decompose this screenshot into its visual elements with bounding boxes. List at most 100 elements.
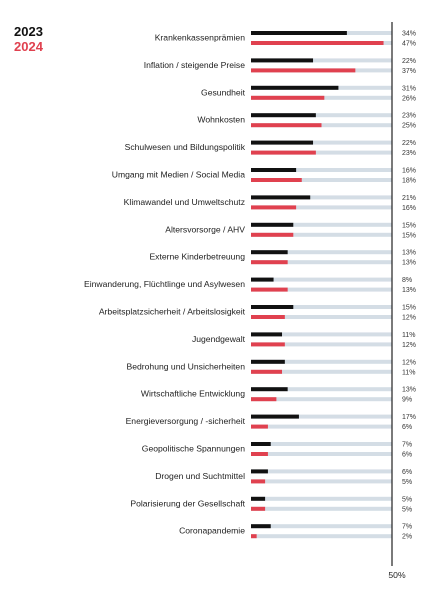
bar-2024	[251, 342, 285, 347]
bar-2023	[251, 31, 347, 35]
value-label-2023: 17%	[402, 414, 416, 421]
value-label-2024: 23%	[402, 150, 416, 157]
bar-track	[251, 479, 392, 484]
bar-track	[251, 534, 392, 539]
bar-2024	[251, 95, 325, 100]
bar-2024	[251, 452, 268, 456]
bar-2024	[251, 506, 266, 511]
bar-track	[251, 342, 392, 347]
bar-2024	[251, 424, 268, 429]
value-label-2023: 16%	[402, 168, 416, 175]
value-label-2023: 12%	[402, 359, 416, 366]
bar-track	[251, 452, 392, 456]
bar-2024	[251, 232, 294, 237]
category-label: Altersvorsorge / AHV	[165, 224, 245, 234]
bar-track	[251, 524, 392, 529]
value-label-2023: 7%	[402, 442, 412, 449]
category-label: Schulwesen und Bildungspolitik	[125, 142, 246, 152]
bar-track	[251, 222, 392, 227]
bar-track	[251, 305, 392, 309]
bar-track	[251, 424, 392, 429]
bar-2023	[251, 222, 294, 227]
bar-track	[251, 178, 392, 182]
category-label: Klimawandel und Umweltschutz	[124, 197, 245, 207]
value-label-2023: 6%	[402, 469, 412, 476]
category-label: Wohnkosten	[197, 115, 245, 125]
value-label-2024: 15%	[402, 232, 416, 239]
value-label-2023: 34%	[402, 31, 416, 38]
category-label: Drogen und Suchtmittel	[155, 471, 245, 481]
value-label-2024: 25%	[402, 123, 416, 130]
bar-2024	[251, 287, 288, 292]
bar-2024	[251, 315, 285, 319]
category-label: Arbeitsplatzsicherheit / Arbeitslosigkei…	[99, 307, 246, 317]
bar-track	[251, 387, 392, 392]
legend-2023: 2023	[14, 24, 43, 39]
bar-track	[251, 150, 392, 155]
value-label-2024: 9%	[402, 397, 412, 404]
bar-track	[251, 369, 392, 374]
bar-2023	[251, 140, 314, 145]
category-label: Energieversorgung / -sicherheit	[126, 416, 246, 426]
bar-2024	[251, 205, 297, 210]
bar-2023	[251, 359, 285, 364]
value-label-2023: 5%	[402, 496, 412, 503]
category-label: Geopolitische Spannungen	[142, 444, 245, 454]
category-label: Bedrohung und Unsicherheiten	[127, 361, 246, 371]
category-label: Wirtschaftliche Entwicklung	[141, 389, 245, 399]
bar-2024	[251, 397, 277, 402]
bar-track	[251, 260, 392, 265]
bar-2023	[251, 58, 314, 63]
bar-track	[251, 205, 392, 210]
axis-end-label: 50%	[388, 570, 406, 580]
value-label-2024: 5%	[402, 479, 412, 486]
bar-2024	[251, 68, 356, 73]
bar-track	[251, 195, 392, 200]
bar-2024	[251, 534, 257, 539]
bar-2023	[251, 414, 299, 419]
category-label: Umgang mit Medien / Social Media	[112, 170, 245, 180]
bar-2023	[251, 195, 311, 200]
category-label: Krankenkassenprämien	[155, 33, 246, 43]
category-label: Externe Kinderbetreuung	[149, 252, 245, 262]
value-label-2024: 5%	[402, 506, 412, 513]
bar-2024	[251, 123, 322, 128]
category-label: Jugendgewalt	[192, 334, 246, 344]
bar-track	[251, 442, 392, 446]
bar-track	[251, 397, 392, 402]
bar-2023	[251, 113, 316, 118]
bar-2023	[251, 332, 283, 337]
bar-2024	[251, 178, 302, 182]
bar-2023	[251, 524, 271, 529]
value-label-2024: 37%	[402, 68, 416, 75]
bar-track	[251, 113, 392, 118]
value-label-2023: 13%	[402, 250, 416, 257]
chart-legend: 2023 2024	[14, 24, 43, 54]
value-label-2024: 13%	[402, 287, 416, 294]
bar-2023	[251, 85, 339, 90]
value-label-2024: 12%	[402, 342, 416, 349]
bar-track	[251, 469, 392, 474]
value-label-2024: 11%	[402, 369, 416, 376]
value-label-2023: 11%	[402, 332, 416, 339]
bar-track	[251, 250, 392, 255]
value-label-2024: 18%	[402, 178, 416, 185]
bar-track	[251, 140, 392, 145]
bar-track	[251, 58, 392, 63]
bar-track	[251, 496, 392, 501]
value-label-2024: 47%	[402, 41, 416, 48]
value-label-2023: 7%	[402, 524, 412, 531]
bar-2023	[251, 469, 268, 474]
bar-track	[251, 168, 392, 172]
value-label-2024: 6%	[402, 424, 412, 431]
value-label-2023: 22%	[402, 58, 416, 65]
value-label-2024: 6%	[402, 452, 412, 459]
bar-2024	[251, 369, 283, 374]
legend-2024: 2024	[14, 39, 43, 54]
bar-2023	[251, 277, 274, 282]
category-label: Polarisierung der Gesellschaft	[130, 498, 245, 508]
bar-track	[251, 277, 392, 282]
bar-2023	[251, 387, 288, 392]
value-label-2023: 31%	[402, 85, 416, 92]
